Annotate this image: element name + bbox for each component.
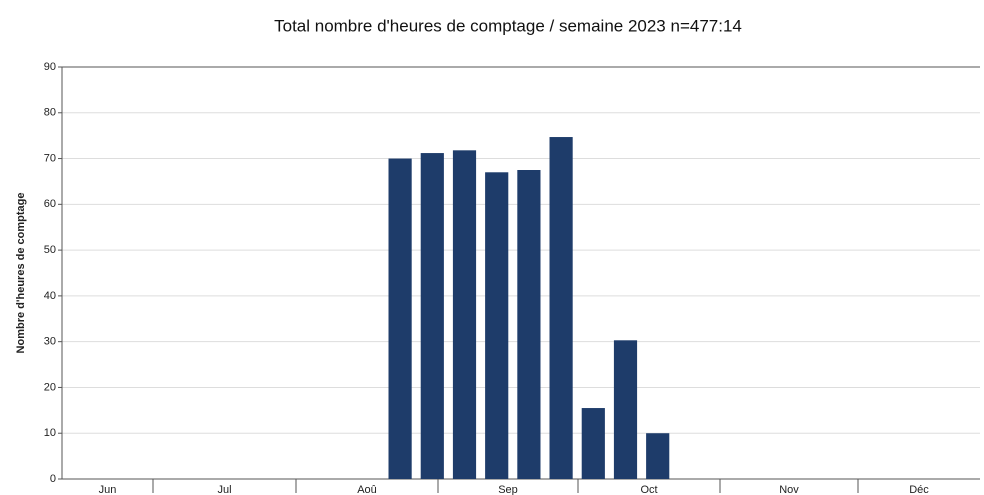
bar [581, 408, 605, 479]
x-group-label: Jul [217, 484, 231, 495]
y-tick-label: 10 [44, 427, 56, 439]
y-tick-label: 30 [44, 336, 56, 348]
x-group-label: Nov [779, 484, 799, 495]
chart-title: Total nombre d'heures de comptage / sema… [274, 16, 742, 35]
x-group-label: Jun [99, 484, 117, 495]
y-tick-label: 20 [44, 381, 56, 393]
y-tick-label: 90 [44, 61, 56, 73]
y-tick-label: 60 [44, 198, 56, 210]
x-group-label: Sep [498, 484, 518, 495]
y-tick-label: 0 [50, 473, 56, 485]
x-group-label: Oct [640, 484, 657, 495]
y-axis-label: Nombre d'heures de comptage [15, 193, 27, 354]
bar [549, 137, 573, 480]
bar [485, 172, 509, 480]
y-tick-label: 50 [44, 244, 56, 256]
bar [613, 340, 638, 479]
bar [646, 433, 670, 479]
bar [452, 150, 477, 479]
x-group-label: Aoû [357, 484, 377, 495]
bar [420, 153, 444, 479]
y-tick-label: 40 [44, 290, 56, 302]
bar [388, 158, 412, 480]
y-tick-label: 70 [44, 152, 56, 164]
y-tick-label: 80 [44, 107, 56, 119]
x-group-label: Déc [909, 484, 929, 495]
bar [517, 170, 541, 479]
